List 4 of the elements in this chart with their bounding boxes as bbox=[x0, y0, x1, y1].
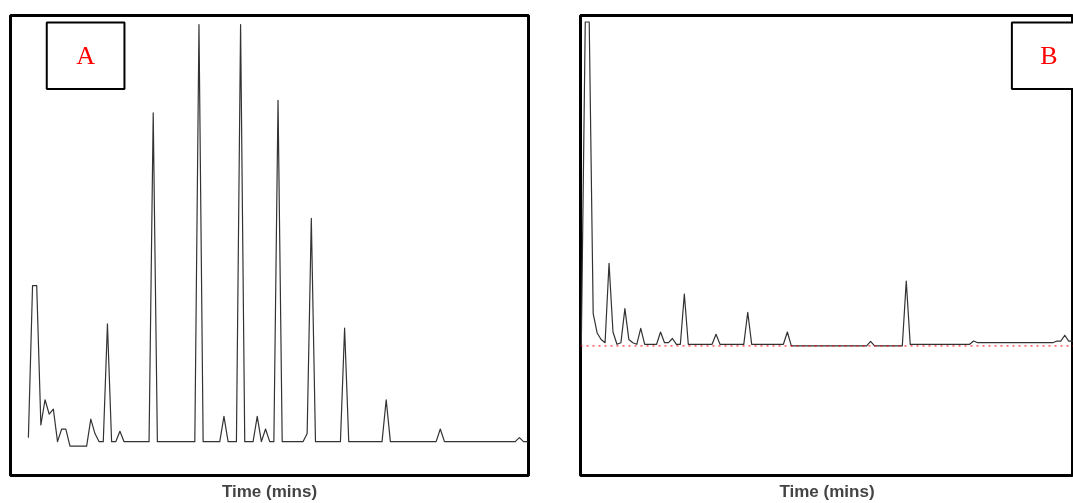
x-axis-title: Time (mins) bbox=[221, 481, 318, 501]
text: B bbox=[1040, 41, 1058, 71]
text: A bbox=[76, 41, 96, 71]
x-axis-title: Time (mins) bbox=[779, 481, 875, 501]
